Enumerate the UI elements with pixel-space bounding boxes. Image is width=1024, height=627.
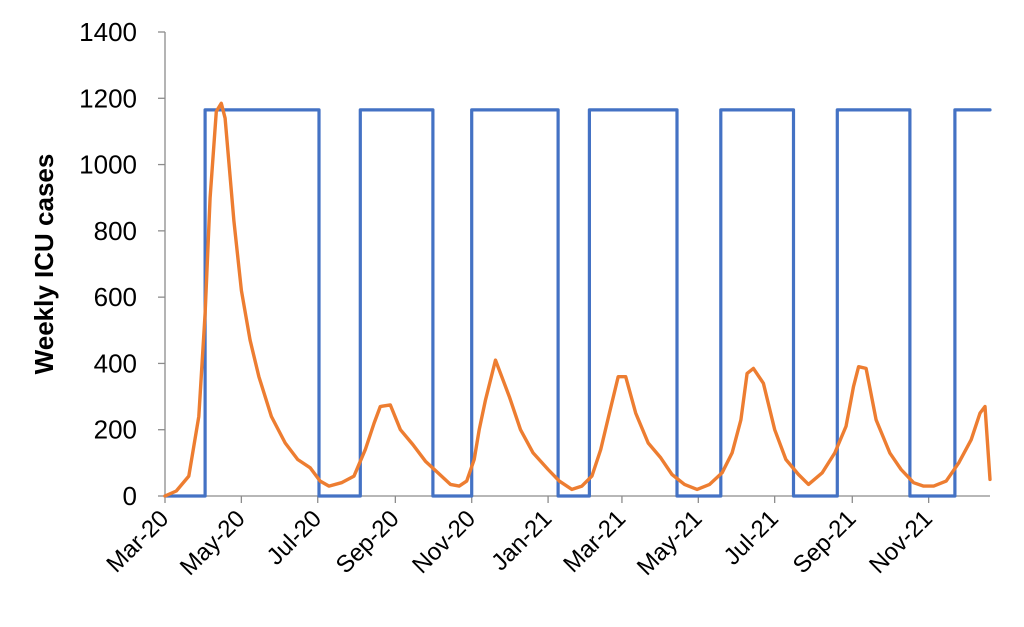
series-icu-line: [163, 101, 992, 498]
y-tick-label: 200: [94, 415, 137, 445]
y-tick-label: 1000: [79, 150, 137, 180]
x-tick-label: Sep-21: [788, 505, 862, 579]
x-tick-label: Jul-21: [719, 505, 784, 570]
x-tick-label: Nov-21: [864, 505, 938, 579]
y-axis-ticks: 0 200 400 600 800 1000 1200 1400: [79, 17, 165, 511]
x-tick-label: Mar-21: [558, 505, 631, 578]
x-tick-label: Sep-20: [331, 505, 405, 579]
x-tick-label: Mar-20: [101, 505, 174, 578]
x-tick-label: Jan-21: [486, 505, 557, 576]
series-group: [163, 101, 992, 498]
x-tick-label: Jul-20: [262, 505, 327, 570]
y-axis-label: Weekly ICU cases: [29, 154, 59, 375]
x-tick-label: Nov-20: [407, 505, 481, 579]
axes: [164, 32, 990, 497]
y-tick-label: 800: [94, 216, 137, 246]
x-axis-ticks: Mar-20 May-20 Jul-20 Sep-20 Nov-20 Jan-21 Mar-…: [101, 496, 938, 581]
y-tick-label: 1400: [79, 17, 137, 47]
y-tick-label: 600: [94, 282, 137, 312]
y-tick-label: 1200: [79, 83, 137, 113]
series-step-line: [163, 108, 992, 498]
y-tick-label: 400: [94, 348, 137, 378]
y-tick-label: 0: [123, 481, 137, 511]
x-tick-label: May-20: [175, 505, 251, 581]
x-tick-label: May-21: [632, 505, 708, 581]
